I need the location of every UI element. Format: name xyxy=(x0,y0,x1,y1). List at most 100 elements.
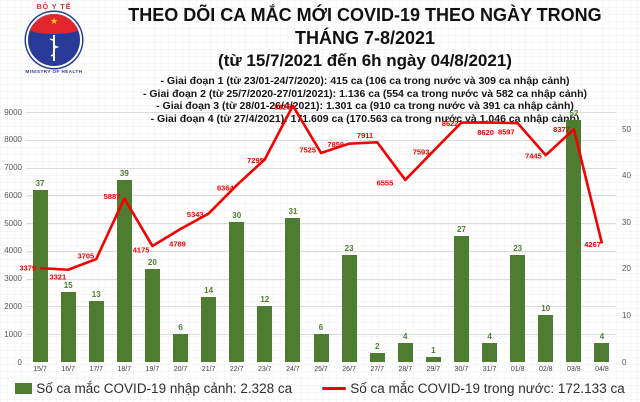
right-axis-tick-label: 20 xyxy=(622,264,631,274)
phase-3-summary: - Giai đoạn 3 (từ 28/01-26/4/2021): 1.30… xyxy=(156,100,574,112)
left-axis-tick-label: 6000 xyxy=(4,190,22,200)
bar-value-label: 39 xyxy=(119,169,129,179)
red-line-swatch-icon xyxy=(322,387,347,390)
left-axis-tick-label: 3000 xyxy=(4,274,22,284)
ministry-of-health-logo: BỘ Y TẾ ★ MINISTRY OF HEALTH xyxy=(22,4,86,88)
x-axis-tick-label: 20/7 xyxy=(173,366,188,373)
left-axis-tick-label: 4000 xyxy=(4,246,22,256)
green-bar-swatch-icon xyxy=(15,383,33,394)
bar-value-label: 10 xyxy=(541,304,551,314)
line-value-label: 8620 xyxy=(477,128,494,137)
legend-item-domestic: Số ca mắc COVID-19 trong nước: 172.133 c… xyxy=(322,381,625,396)
bar-value-label: 15 xyxy=(63,281,73,291)
bar-imported-cases xyxy=(566,119,582,362)
gridline xyxy=(26,223,616,225)
phase-1-summary: - Giai đoạn 1 (từ 23/01-24/7/2020): 415 … xyxy=(160,75,570,87)
line-value-label: 4789 xyxy=(169,239,186,248)
line-value-label: 3321 xyxy=(49,272,66,281)
x-axis-tick-label: 16/7 xyxy=(61,366,75,373)
logo-top-text: BỘ Y TẾ xyxy=(36,4,72,11)
bar-value-label: 20 xyxy=(147,257,157,267)
line-value-label: 7445 xyxy=(525,152,542,161)
gridline xyxy=(26,112,616,113)
right-axis-tick-label: 10 xyxy=(622,310,631,320)
bar-imported-cases xyxy=(116,180,132,362)
header: THEO DÕI CA MẮC MỚI COVID-19 THEO NGÀY T… xyxy=(95,4,635,125)
left-axis-tick-label: 9000 xyxy=(4,107,22,117)
chart-legend: Số ca mắc COVID-19 nhập cảnh: 2.328 ca S… xyxy=(0,381,640,396)
bar-imported-cases xyxy=(341,254,357,362)
left-axis-tick-label: 1000 xyxy=(4,329,22,339)
bar-imported-cases xyxy=(201,296,217,362)
line-value-label: 4267 xyxy=(584,240,601,249)
x-axis-tick-label: 18/7 xyxy=(117,366,132,373)
bar-value-label: 12 xyxy=(260,295,270,305)
line-value-label: 3705 xyxy=(78,252,95,261)
x-axis-tick-label: 25/7 xyxy=(314,366,328,373)
gridline xyxy=(26,278,616,280)
x-axis-tick-label: 30/7 xyxy=(454,366,469,373)
x-axis-tick-label: 24/7 xyxy=(286,366,300,373)
bar-value-label: 14 xyxy=(204,285,214,295)
line-value-label: 7911 xyxy=(357,131,373,140)
bar-imported-cases xyxy=(173,334,189,362)
logo-emblem: ★ xyxy=(26,12,82,68)
x-axis-tick-label: 22/7 xyxy=(229,366,244,373)
line-value-label: 7593 xyxy=(413,148,430,157)
bar-imported-cases xyxy=(313,334,329,362)
line-value-label: 5887 xyxy=(104,192,121,201)
bar-imported-cases xyxy=(229,222,245,362)
left-axis-tick-label: 7000 xyxy=(4,163,22,173)
bar-imported-cases xyxy=(257,306,273,362)
line-value-label: 4175 xyxy=(133,246,150,255)
x-axis-tick-label: 26/7 xyxy=(342,366,356,373)
gridline xyxy=(26,195,616,197)
bar-value-label: 6 xyxy=(178,323,183,333)
line-value-label: 6364 xyxy=(217,184,235,193)
bar-value-label: 23 xyxy=(513,243,523,253)
bar-imported-cases xyxy=(397,343,413,362)
gridline xyxy=(26,139,616,141)
x-axis-tick-label: 28/7 xyxy=(398,366,413,373)
right-axis-tick-label: 0 xyxy=(622,357,627,367)
bar-value-label: 37 xyxy=(35,178,45,188)
line-value-label: 8597 xyxy=(498,128,515,137)
line-value-label: 6555 xyxy=(377,178,394,187)
bar-value-label: 52 xyxy=(569,108,579,118)
bar-value-label: 13 xyxy=(91,290,101,300)
bar-value-label: 31 xyxy=(288,206,298,216)
x-axis-tick-label: 15/7 xyxy=(33,366,47,373)
bar-value-label: 4 xyxy=(599,332,605,342)
star-icon: ★ xyxy=(49,16,59,26)
x-axis-tick-label: 03/8 xyxy=(567,366,581,373)
rod-of-asclepius-icon xyxy=(47,34,61,66)
bar-value-label: 30 xyxy=(232,211,242,221)
bar-imported-cases xyxy=(482,343,498,362)
bar-imported-cases xyxy=(425,357,441,362)
gridline xyxy=(26,167,616,169)
x-axis-tick-label: 19/7 xyxy=(145,366,160,373)
line-value-label: 7859 xyxy=(327,140,344,149)
bar-value-label: 27 xyxy=(457,225,466,235)
bar-imported-cases xyxy=(538,315,554,362)
bar-imported-cases xyxy=(144,268,160,362)
gridline xyxy=(26,306,616,308)
x-axis-tick-label: 21/7 xyxy=(201,366,216,373)
right-axis-tick-label: 40 xyxy=(622,171,631,181)
x-axis-tick-label: 27/7 xyxy=(370,366,384,373)
x-axis-tick-label: 01/8 xyxy=(510,366,525,373)
line-value-label: 7525 xyxy=(299,145,316,154)
x-axis-tick-label: 02/8 xyxy=(538,366,553,373)
poster-title-line1: THEO DÕI CA MẮC MỚI COVID-19 THEO NGÀY T… xyxy=(128,5,602,48)
poster-title-line2: (từ 15/7/2021 đến 6h ngày 04/8/2021) xyxy=(218,51,512,70)
line-value-label: 3379 xyxy=(19,264,36,273)
gridline xyxy=(26,250,616,252)
bar-value-label: 1 xyxy=(431,346,436,356)
right-axis-tick-label: 50 xyxy=(622,124,631,134)
bar-imported-cases xyxy=(88,301,104,362)
x-axis-tick-label: 17/7 xyxy=(89,366,104,373)
logo-bottom-text: MINISTRY OF HEALTH xyxy=(25,69,83,74)
left-axis-tick-label: 5000 xyxy=(4,218,22,228)
